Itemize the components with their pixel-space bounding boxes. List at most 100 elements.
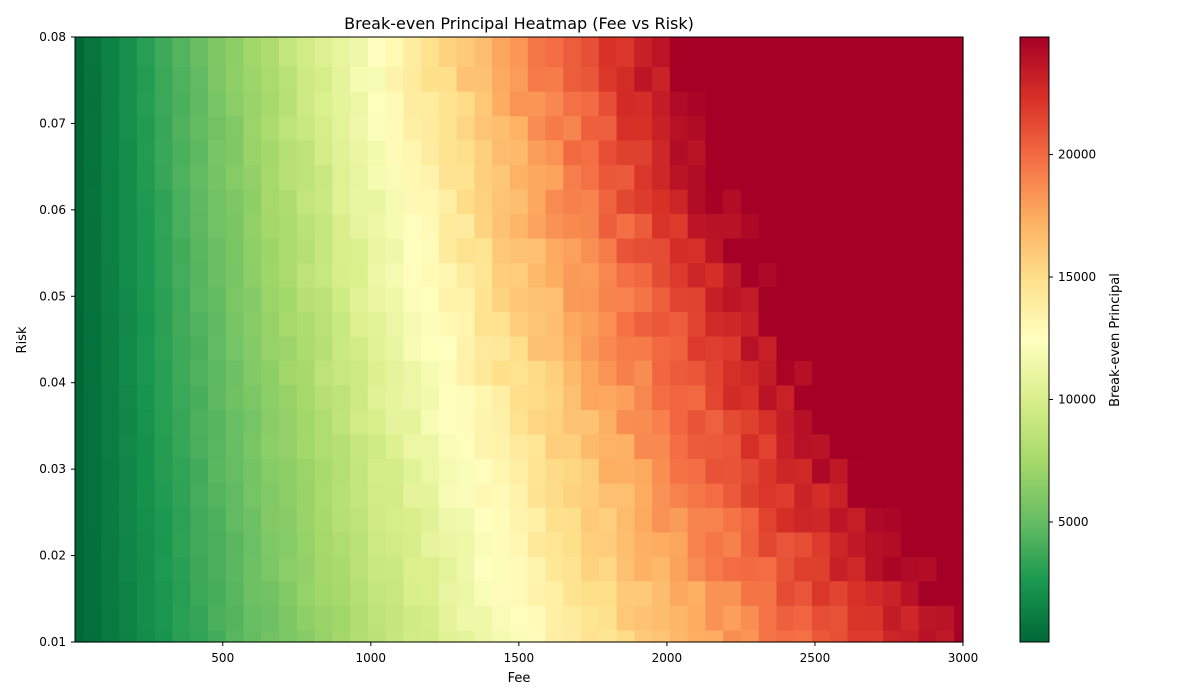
- heatmap-cell: [758, 311, 778, 337]
- heatmap-cell: [225, 115, 245, 141]
- heatmap-cell: [723, 507, 742, 533]
- heatmap-cell: [883, 91, 902, 117]
- heatmap-cell: [847, 237, 866, 264]
- colorbar: [1020, 37, 1049, 642]
- heatmap-cell: [918, 262, 937, 288]
- heatmap-cell: [474, 409, 493, 435]
- heatmap-cell: [243, 433, 262, 459]
- heatmap-cell: [776, 384, 795, 411]
- heatmap-cell: [207, 189, 227, 214]
- heatmap-cell: [75, 556, 85, 582]
- heatmap-cell: [438, 433, 458, 459]
- heatmap-cell: [154, 66, 174, 92]
- heatmap-cell: [350, 482, 369, 508]
- heatmap-cell: [101, 237, 120, 264]
- heatmap-cell: [918, 37, 937, 67]
- heatmap-cell: [456, 286, 476, 313]
- heatmap-cell: [954, 409, 964, 435]
- heatmap-cell: [829, 629, 849, 643]
- heatmap-cell: [918, 384, 937, 411]
- heatmap-cell: [101, 360, 120, 386]
- heatmap-cell: [438, 531, 458, 558]
- heatmap-cell: [581, 531, 600, 558]
- heatmap-cell: [900, 237, 920, 264]
- heatmap-cell: [883, 115, 902, 141]
- heatmap-cell: [687, 336, 706, 361]
- heatmap-cell: [705, 37, 724, 67]
- heatmap-cell: [261, 286, 280, 313]
- x-tick-label: 3000: [948, 651, 979, 665]
- heatmap-cell: [474, 360, 493, 386]
- heatmap-cell: [829, 91, 849, 117]
- heatmap-cell: [119, 164, 138, 190]
- heatmap-cell: [190, 409, 209, 435]
- heatmap-cell: [794, 531, 813, 558]
- heatmap-cell: [652, 458, 671, 484]
- heatmap-cell: [350, 189, 369, 214]
- heatmap-cell: [829, 262, 849, 288]
- heatmap-cell: [794, 507, 813, 533]
- heatmap-cell: [563, 336, 582, 361]
- heatmap-cell: [261, 482, 280, 508]
- heatmap-cell: [545, 66, 564, 92]
- heatmap-cell: [545, 605, 564, 631]
- heatmap-cell: [172, 37, 191, 67]
- heatmap-cell: [367, 580, 387, 606]
- heatmap-cell: [669, 556, 689, 582]
- heatmap-cell: [296, 213, 316, 239]
- colorbar-tick-label: 5000: [1058, 515, 1089, 529]
- heatmap-cell: [296, 482, 316, 508]
- heatmap-cell: [438, 311, 458, 337]
- heatmap-cell: [687, 37, 706, 67]
- heatmap-cell: [367, 311, 387, 337]
- heatmap-cell: [172, 580, 191, 606]
- heatmap-cell: [296, 433, 316, 459]
- heatmap-cell: [918, 507, 937, 533]
- heatmap-cell: [261, 556, 280, 582]
- heatmap-cell: [421, 115, 440, 141]
- heatmap-cell: [456, 580, 476, 606]
- heatmap-cell: [758, 409, 778, 435]
- heatmap-cell: [776, 409, 795, 435]
- heatmap-cell: [829, 66, 849, 92]
- heatmap-cell: [936, 556, 955, 582]
- heatmap-cell: [723, 213, 742, 239]
- heatmap-cell: [616, 580, 635, 606]
- heatmap-cell: [545, 91, 564, 117]
- heatmap-cell: [545, 139, 564, 166]
- y-tick-label: 0.06: [39, 203, 66, 217]
- heatmap-cell: [545, 629, 564, 643]
- heatmap-cell: [438, 458, 458, 484]
- heatmap-cell: [936, 507, 955, 533]
- heatmap-cell: [936, 605, 955, 631]
- heatmap-cell: [581, 336, 600, 361]
- heatmap-cell: [474, 531, 493, 558]
- heatmap-cell: [403, 311, 422, 337]
- heatmap-cell: [279, 139, 298, 166]
- heatmap-cell: [456, 409, 476, 435]
- heatmap-cell: [705, 164, 724, 190]
- heatmap-cell: [740, 433, 760, 459]
- heatmap-cell: [616, 531, 635, 558]
- heatmap-cell: [243, 629, 262, 643]
- heatmap-cell: [687, 213, 706, 239]
- heatmap-cell: [83, 433, 102, 459]
- heatmap-cell: [438, 213, 458, 239]
- heatmap-cell: [403, 139, 422, 166]
- heatmap-cell: [136, 139, 156, 166]
- heatmap-cell: [101, 91, 120, 117]
- heatmap-cell: [438, 115, 458, 141]
- heatmap-cell: [936, 237, 955, 264]
- heatmap-cell: [296, 580, 316, 606]
- heatmap-cell: [776, 115, 795, 141]
- heatmap-cell: [652, 115, 671, 141]
- heatmap-cell: [954, 37, 964, 67]
- heatmap-cell: [190, 213, 209, 239]
- heatmap-cell: [545, 311, 564, 337]
- heatmap-cell: [581, 213, 600, 239]
- heatmap-cell: [75, 336, 85, 361]
- heatmap-cell: [509, 66, 529, 92]
- heatmap-cell: [758, 507, 778, 533]
- heatmap-cell: [421, 311, 440, 337]
- heatmap-cell: [616, 91, 635, 117]
